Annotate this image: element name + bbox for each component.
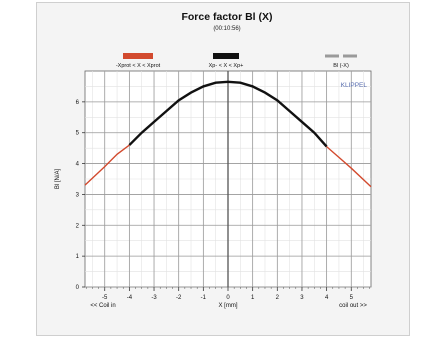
legend-label-mirror: Bl (-X)	[333, 63, 349, 69]
legend-label-outer: -Xprot < X < Xprot	[116, 63, 161, 69]
chart-panel: Force factor Bl (X) (00:10:56) -Xprot < …	[36, 2, 410, 336]
x-tick-label: 3	[300, 295, 304, 301]
y-tick-label: 3	[76, 192, 80, 198]
x-tick-label: 1	[251, 295, 255, 301]
chart-subtitle: (00:10:56)	[213, 26, 240, 32]
x-axis-label: X [mm]	[219, 303, 238, 309]
x-end-label-left: << Coil in	[90, 303, 115, 309]
x-tick-label: -5	[102, 295, 108, 301]
legend-label-inner: Xp- < X < Xp+	[209, 63, 244, 69]
y-tick-label: 5	[76, 131, 80, 137]
x-tick-labels: -5 -4 -3 -2 -1 0 1 2 3 4 5	[102, 295, 354, 301]
x-tick-label: 4	[325, 295, 329, 301]
curve-outer-left	[84, 144, 130, 186]
y-tick-label: 2	[76, 223, 80, 229]
legend: -Xprot < X < Xprot Xp- < X < Xp+ Bl (-X)	[116, 53, 357, 69]
x-tick-label: -2	[176, 295, 182, 301]
chart-title: Force factor Bl (X)	[181, 11, 272, 23]
legend-swatch-inner	[213, 53, 239, 59]
y-tick-label: 1	[76, 254, 80, 260]
watermark: KLIPPEL	[341, 82, 368, 89]
x-tick-label: -3	[151, 295, 157, 301]
y-axis-label: Bl [N/A]	[55, 169, 61, 190]
axis-ticks	[82, 101, 371, 291]
curve-outer-right	[326, 146, 372, 188]
y-tick-label: 0	[76, 285, 80, 291]
x-tick-label: -4	[127, 295, 133, 301]
x-tick-label: 0	[226, 295, 230, 301]
x-tick-label: 5	[350, 295, 354, 301]
x-tick-label: 2	[276, 295, 280, 301]
x-tick-label: -1	[201, 295, 207, 301]
bl-chart: Force factor Bl (X) (00:10:56) -Xprot < …	[55, 11, 372, 309]
legend-swatch-outer	[123, 53, 153, 59]
y-tick-label: 4	[76, 162, 80, 168]
curve-inner	[128, 80, 328, 148]
x-end-label-right: coil out >>	[339, 303, 367, 309]
y-tick-label: 6	[76, 100, 80, 106]
y-tick-labels: 0 1 2 3 4 5 6	[76, 100, 80, 291]
